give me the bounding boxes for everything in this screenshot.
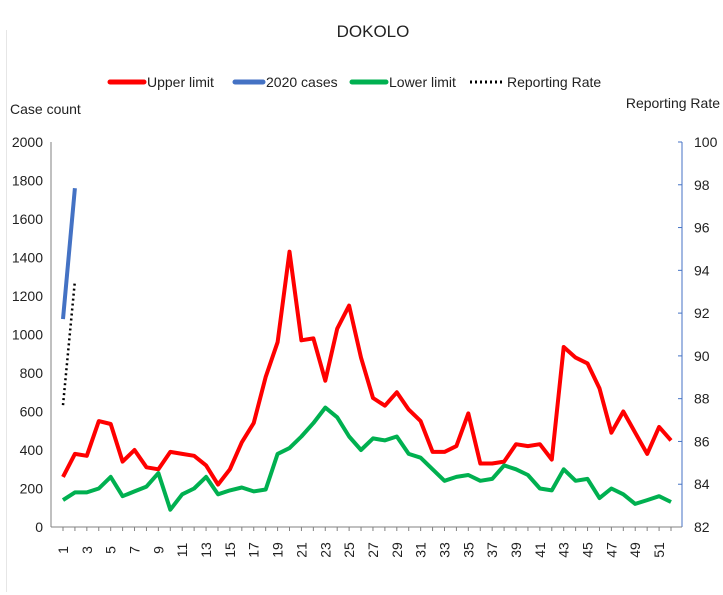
y-tick-label-right: 94 bbox=[694, 262, 710, 278]
chart-title: DOKOLO bbox=[337, 22, 410, 41]
x-tick-label: 37 bbox=[484, 542, 500, 558]
y-tick-label-left: 1600 bbox=[12, 211, 43, 227]
x-tick-label: 45 bbox=[580, 542, 596, 558]
x-tick-label: 43 bbox=[556, 542, 572, 558]
x-tick-label: 21 bbox=[293, 542, 309, 558]
plot-area bbox=[61, 188, 673, 512]
x-tick-label: 5 bbox=[103, 546, 119, 554]
x-tick-label: 49 bbox=[627, 542, 643, 558]
x-tick-label: 3 bbox=[79, 546, 95, 554]
chart-axes: 0 200 400 600 800 1000 1200 1400 1600 1800 2000 82 8… bbox=[12, 134, 718, 558]
x-tick-label: 11 bbox=[174, 543, 190, 558]
y-tick-label-left: 200 bbox=[20, 481, 44, 497]
series-line-2020-cases bbox=[61, 188, 77, 320]
y-tick-label-left: 1200 bbox=[12, 288, 43, 304]
legend-label-reporting-rate: Reporting Rate bbox=[507, 74, 601, 90]
x-tick-label: 23 bbox=[317, 542, 333, 558]
x-tick-label: 35 bbox=[460, 542, 476, 558]
x-tick-label: 33 bbox=[436, 542, 452, 558]
y-axis-title-left: Case count bbox=[10, 101, 81, 117]
x-tick-label: 31 bbox=[413, 542, 429, 558]
y-tick-label-left: 1800 bbox=[12, 173, 43, 189]
y-tick-label-right: 96 bbox=[694, 220, 710, 236]
y-tick-label-right: 84 bbox=[694, 476, 710, 492]
chart-legend: Upper limit 2020 cases Lower limit Reportin… bbox=[107, 74, 601, 90]
series-line-upper-limit bbox=[61, 249, 673, 487]
x-tick-label: 7 bbox=[127, 546, 143, 554]
x-tick-label: 13 bbox=[198, 542, 214, 558]
x-tick-label: 47 bbox=[603, 542, 619, 558]
x-tick-label: 41 bbox=[532, 542, 548, 558]
legend-label-2020-cases: 2020 cases bbox=[266, 74, 338, 90]
x-tick-label: 29 bbox=[389, 542, 405, 558]
panel-edge bbox=[6, 30, 7, 592]
y-tick-label-left: 2000 bbox=[12, 134, 43, 150]
series-line-reporting-rate bbox=[61, 280, 77, 406]
x-tick-label: 51 bbox=[651, 542, 667, 558]
y-tick-label-left: 800 bbox=[20, 365, 44, 381]
y-tick-label-right: 86 bbox=[694, 433, 710, 449]
y-tick-label-right: 88 bbox=[694, 391, 710, 407]
y-tick-label-right: 90 bbox=[694, 348, 710, 364]
y-tick-label-left: 0 bbox=[35, 519, 43, 535]
legend-label-upper-limit: Upper limit bbox=[147, 74, 214, 90]
y-tick-label-right: 100 bbox=[694, 134, 718, 150]
x-tick-label: 1 bbox=[55, 546, 71, 554]
x-tick-label: 27 bbox=[365, 542, 381, 558]
y-tick-label-right: 82 bbox=[694, 519, 710, 535]
x-tick-label: 15 bbox=[222, 542, 238, 558]
x-tick-label: 19 bbox=[270, 542, 286, 558]
legend-label-lower-limit: Lower limit bbox=[389, 74, 456, 90]
x-tick-label: 9 bbox=[150, 546, 166, 554]
y-axis-title-right: Reporting Rate bbox=[626, 95, 720, 111]
y-tick-label-left: 1400 bbox=[12, 250, 43, 266]
x-tick-label: 17 bbox=[246, 542, 262, 558]
series-line-lower-limit bbox=[61, 405, 672, 512]
y-tick-label-right: 98 bbox=[694, 177, 710, 193]
x-tick-label: 25 bbox=[341, 542, 357, 558]
y-tick-label-left: 600 bbox=[20, 404, 44, 420]
y-tick-label-right: 92 bbox=[694, 305, 710, 321]
x-tick-label: 39 bbox=[508, 542, 524, 558]
y-tick-label-left: 1000 bbox=[12, 327, 43, 343]
y-tick-label-left: 400 bbox=[20, 442, 44, 458]
